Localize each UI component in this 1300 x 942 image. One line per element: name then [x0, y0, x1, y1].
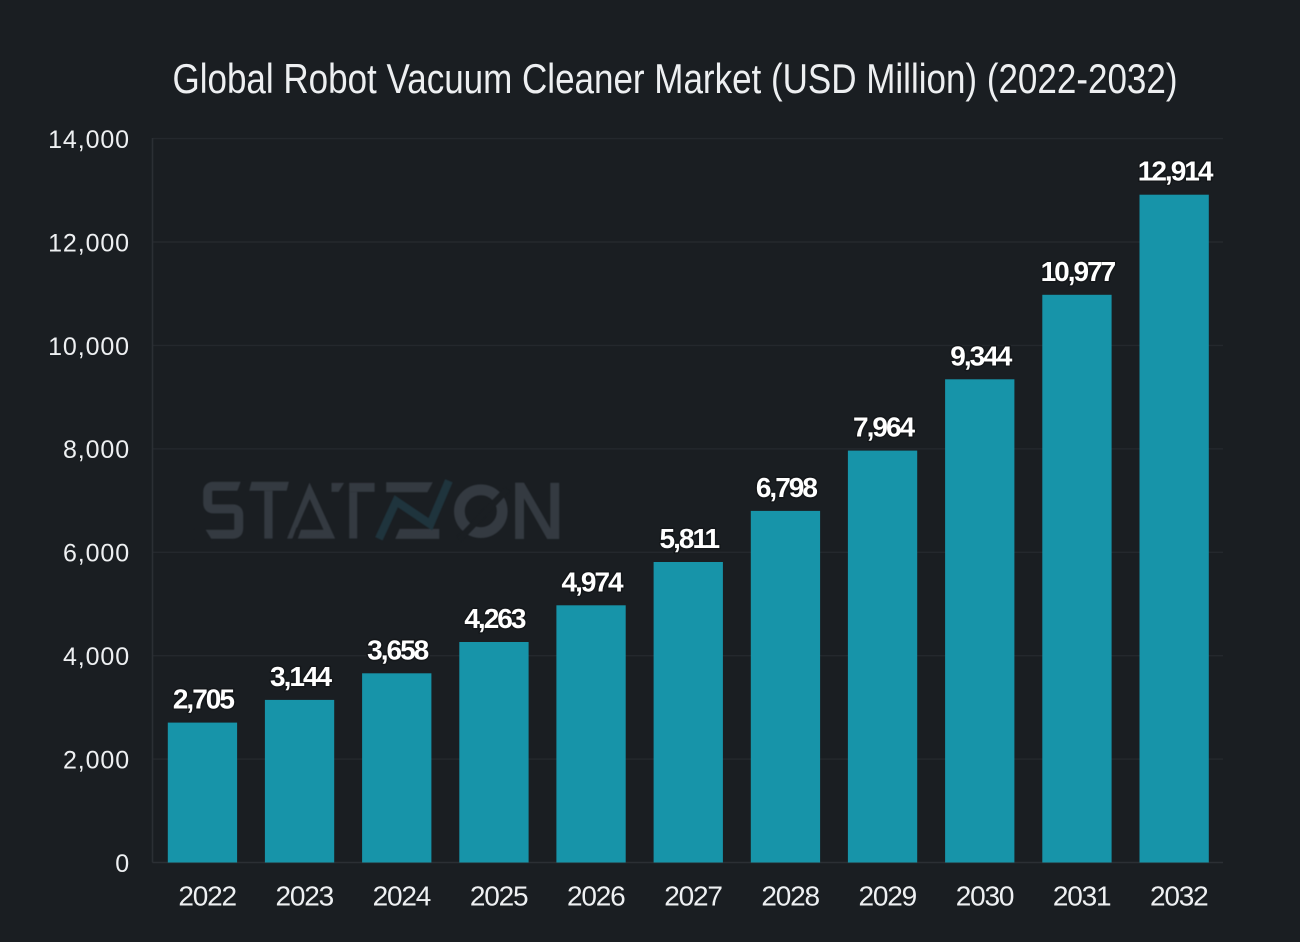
svg-text:2027: 2027 [664, 880, 722, 911]
svg-text:2031: 2031 [1053, 880, 1111, 911]
svg-text:2025: 2025 [470, 880, 528, 911]
svg-text:2023: 2023 [276, 880, 334, 911]
svg-text:2026: 2026 [567, 880, 625, 911]
svg-text:12,914: 12,914 [1138, 156, 1214, 187]
svg-text:2024: 2024 [373, 880, 431, 911]
svg-text:2,705: 2,705 [173, 684, 234, 715]
svg-text:10,000: 10,000 [48, 333, 130, 361]
svg-text:2,000: 2,000 [63, 747, 130, 775]
svg-text:8,000: 8,000 [63, 436, 130, 464]
svg-text:10,977: 10,977 [1041, 256, 1116, 287]
svg-text:2030: 2030 [956, 880, 1014, 911]
svg-text:14,000: 14,000 [48, 126, 130, 154]
svg-text:9,344: 9,344 [950, 340, 1012, 371]
svg-text:5,811: 5,811 [660, 523, 720, 554]
svg-text:7,964: 7,964 [853, 412, 915, 443]
svg-text:6,798: 6,798 [756, 472, 817, 503]
svg-text:3,144: 3,144 [270, 661, 332, 692]
svg-text:Global Robot Vacuum Cleaner Ma: Global Robot Vacuum Cleaner Market (USD … [173, 55, 1178, 102]
svg-text:2029: 2029 [859, 880, 917, 911]
svg-text:4,974: 4,974 [562, 566, 624, 597]
svg-text:2032: 2032 [1150, 880, 1208, 911]
svg-text:2022: 2022 [178, 880, 236, 911]
svg-text:4,263: 4,263 [464, 603, 525, 634]
svg-text:12,000: 12,000 [48, 229, 130, 257]
svg-text:4,000: 4,000 [63, 643, 130, 671]
svg-text:2028: 2028 [761, 880, 819, 911]
svg-text:3,658: 3,658 [367, 634, 428, 665]
svg-text:0: 0 [115, 850, 130, 878]
svg-text:6,000: 6,000 [63, 540, 130, 568]
